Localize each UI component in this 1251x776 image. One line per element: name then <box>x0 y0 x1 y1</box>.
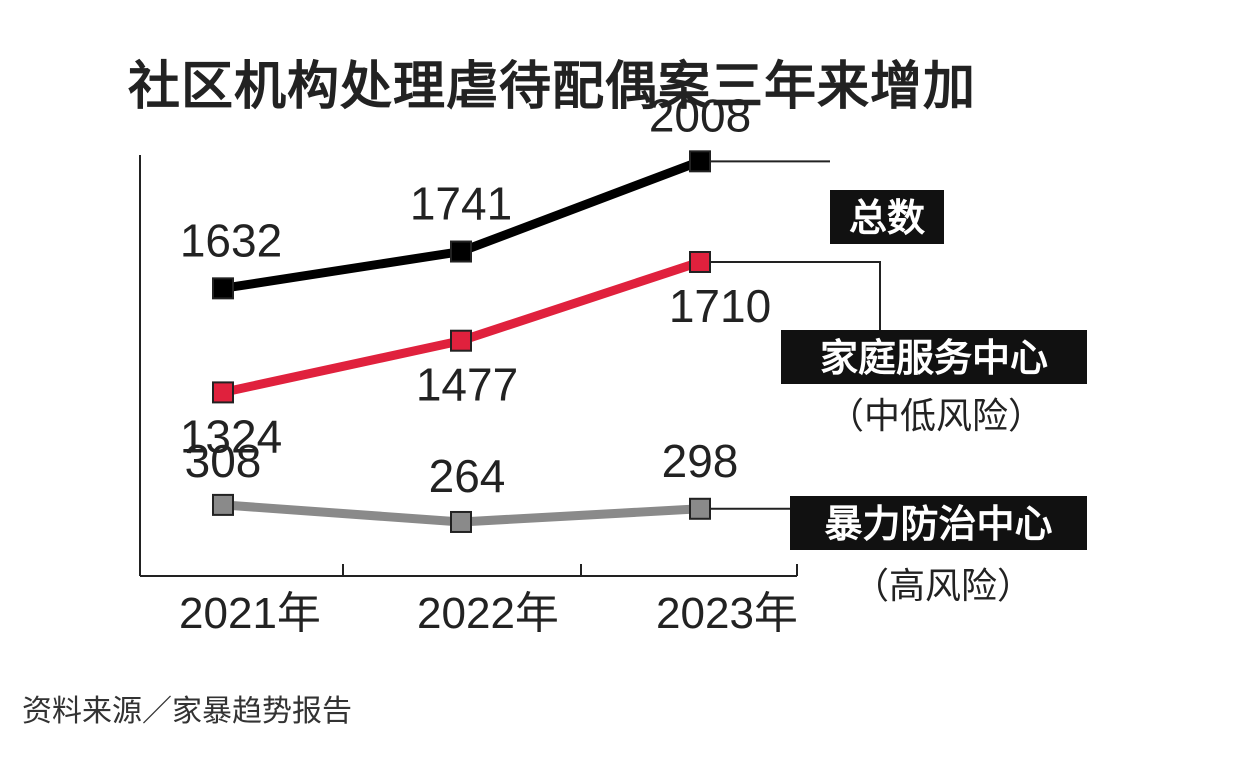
data-point-s1-2 <box>450 240 472 263</box>
data-point-s3-1 <box>212 493 234 516</box>
data-point-s2-2 <box>450 329 472 352</box>
legend-box-1 <box>830 190 944 244</box>
data-point-s3-3 <box>689 497 711 520</box>
data-point-s1-1 <box>212 277 234 300</box>
data-label-s2-2: 1477 <box>416 359 518 411</box>
labels-layer: 1632 1741 2008 1324 1477 1710 308 264 298 <box>180 89 771 502</box>
data-label-s3-2: 264 <box>429 450 506 502</box>
data-label-s3-1: 308 <box>185 435 262 487</box>
x-tick-label-2: 2022年 <box>417 589 559 638</box>
data-point-s3-2 <box>450 510 472 533</box>
source-note: 资料来源／家暴趋势报告 <box>22 694 352 729</box>
x-tick-label-1: 2021年 <box>179 589 321 638</box>
data-point-s1-3 <box>689 150 711 173</box>
legend-sublabel-3: （高风险） <box>853 566 1033 607</box>
series-layer <box>212 150 711 533</box>
legend-label-2: 家庭服务中心 <box>820 336 1048 380</box>
x-tick-label-3: 2023年 <box>656 589 798 638</box>
data-point-s2-1 <box>212 381 234 404</box>
data-label-s1-2: 1741 <box>410 178 512 230</box>
legend-connector-2 <box>710 260 881 330</box>
legend-box-3 <box>790 496 1087 550</box>
legend-label-1: 总数 <box>849 196 925 240</box>
data-label-s1-1: 1632 <box>180 214 282 266</box>
legend-sublabel-2: （中低风险） <box>828 396 1044 437</box>
data-label-s2-1: 1324 <box>180 410 282 462</box>
data-label-s1-3: 2008 <box>649 89 751 141</box>
data-label-s2-3: 1710 <box>669 280 771 332</box>
data-label-s3-3: 298 <box>662 435 739 487</box>
legend-box-2 <box>781 330 1087 384</box>
chart-title: 社区机构处理虐待配偶案三年来增加 <box>128 57 977 117</box>
data-point-s2-3 <box>689 250 711 273</box>
axes: 2021年 2022年 2023年 <box>139 155 798 638</box>
legend-label-3: 暴力防治中心 <box>824 502 1052 546</box>
